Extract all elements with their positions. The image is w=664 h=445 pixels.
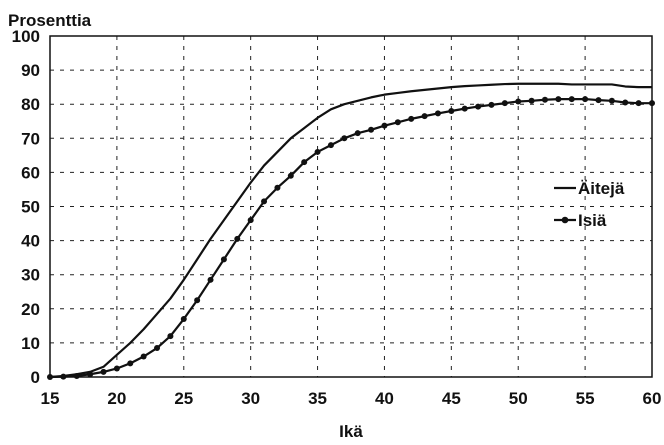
data-point-isia: [595, 97, 602, 104]
data-point-isia: [461, 105, 468, 112]
x-tick-label-25: 25: [174, 389, 193, 408]
data-point-isia: [394, 119, 401, 126]
data-point-isia: [622, 99, 629, 106]
legend: Äitejä Isiä: [554, 179, 625, 230]
data-point-isia: [87, 371, 94, 378]
data-point-isia: [582, 96, 589, 103]
x-tick-label-55: 55: [576, 389, 595, 408]
data-point-isia: [180, 316, 187, 323]
x-tick-label-60: 60: [643, 389, 662, 408]
y-tick-label-90: 90: [21, 61, 40, 80]
y-axis-title: Prosenttia: [8, 11, 92, 30]
data-point-isia: [568, 96, 575, 103]
data-point-isia: [60, 373, 67, 380]
data-point-isia: [287, 172, 294, 179]
y-tick-label-10: 10: [21, 334, 40, 353]
data-point-isia: [327, 142, 334, 149]
data-point-isia: [501, 100, 508, 107]
y-tick-label-20: 20: [21, 300, 40, 319]
data-point-isia: [261, 198, 268, 205]
data-point-isia: [73, 372, 80, 379]
data-point-isia: [234, 235, 241, 242]
data-point-isia: [113, 365, 120, 372]
data-point-isia: [541, 96, 548, 103]
y-tick-label-50: 50: [21, 198, 40, 217]
legend-label-isia: Isiä: [578, 211, 607, 230]
y-tick-label-60: 60: [21, 163, 40, 182]
data-point-isia: [301, 159, 308, 166]
y-tick-label-80: 80: [21, 95, 40, 114]
series-line-isia: [49, 97, 652, 379]
data-point-isia: [555, 96, 562, 103]
data-point-isia: [167, 333, 174, 340]
x-tick-label-50: 50: [509, 389, 528, 408]
data-point-isia: [448, 108, 455, 115]
y-tick-label-30: 30: [21, 266, 40, 285]
series-line-aiteja: [49, 82, 652, 379]
data-point-isia: [274, 184, 281, 191]
data-point-isia: [408, 115, 415, 122]
x-tick-label-15: 15: [41, 389, 60, 408]
y-tick-label-40: 40: [21, 232, 40, 251]
data-point-isia: [608, 97, 615, 104]
data-point-isia: [635, 100, 642, 107]
grid: [50, 36, 652, 377]
data-point-isia: [47, 374, 53, 380]
data-point-isia: [194, 297, 201, 304]
x-tick-label-30: 30: [241, 389, 260, 408]
data-point-isia: [528, 97, 535, 104]
data-point-isia: [515, 98, 522, 105]
data-point-isia: [247, 217, 254, 224]
plot-area-frame: [49, 35, 653, 378]
tick-labels: 0 10 20 30 40 50 60 70 80 90 100 15 20 25 30 35 40 45 50 55…: [12, 27, 662, 408]
y-tick-label-100: 100: [12, 27, 40, 46]
data-point-isia: [127, 360, 134, 367]
data-point-isia: [140, 353, 147, 360]
x-tick-label-45: 45: [442, 389, 461, 408]
x-tick-label-40: 40: [375, 389, 394, 408]
data-point-isia: [475, 103, 482, 110]
y-tick-label-0: 0: [31, 368, 40, 387]
y-tick-label-70: 70: [21, 129, 40, 148]
legend-label-aiteja: Äitejä: [578, 179, 625, 198]
data-point-isia: [421, 113, 428, 120]
legend-marker-isia: [561, 216, 569, 224]
data-point-isia: [354, 130, 361, 137]
data-point-isia: [207, 276, 214, 283]
data-point-isia: [381, 122, 388, 129]
data-point-isia: [220, 256, 227, 263]
data-point-isia: [100, 368, 107, 375]
data-point-isia: [154, 345, 161, 352]
data-point-isia: [314, 148, 321, 155]
data-point-isia: [368, 126, 375, 133]
data-point-isia: [488, 101, 495, 108]
data-point-isia: [649, 100, 655, 107]
x-tick-label-20: 20: [107, 389, 126, 408]
series-layer: [47, 82, 655, 380]
data-point-isia: [434, 110, 441, 117]
data-point-isia: [341, 135, 348, 142]
x-axis-title: Ikä: [339, 422, 363, 441]
x-tick-label-35: 35: [308, 389, 327, 408]
